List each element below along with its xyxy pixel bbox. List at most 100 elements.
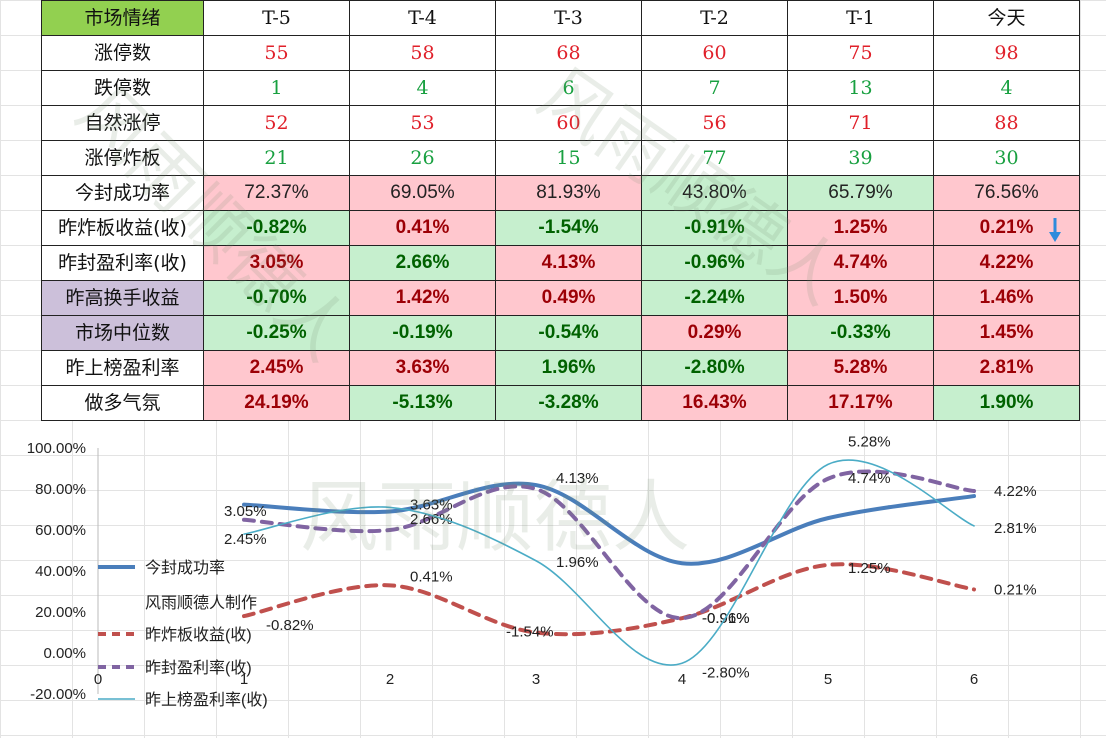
data-label: -0.82% [266, 617, 314, 634]
table-cell: 60 [495, 105, 642, 141]
table-cell: 1.45% [933, 315, 1080, 351]
table-cell: -2.24% [641, 280, 788, 316]
table-cell: 6 [495, 70, 642, 106]
table-row: 涨停数 55 58 68 60 75 98 [41, 35, 1080, 71]
table-cell: 15 [495, 140, 642, 176]
table-cell: -0.91% [641, 210, 788, 246]
table-cell: 1.42% [349, 280, 496, 316]
table-cell: 75 [787, 35, 934, 71]
table-cell: -3.28% [495, 385, 642, 421]
x-tick-label: 4 [678, 671, 686, 688]
table-cell: 24.19% [203, 385, 350, 421]
x-tick-label: 5 [824, 671, 832, 688]
series-line [243, 459, 975, 666]
table-cell: 1 [203, 70, 350, 106]
data-label: 1.25% [848, 560, 891, 577]
y-tick-label: 80.00% [35, 481, 86, 498]
data-label: 3.05% [224, 503, 267, 520]
table-cell: 4.74% [787, 245, 934, 281]
table-row: 市场中位数 -0.25% -0.19% -0.54% 0.29% -0.33% 1.45% [41, 315, 1080, 351]
y-tick-label: 20.00% [35, 604, 86, 621]
data-label: -1.54% [506, 624, 554, 641]
legend-label: 昨炸板收益(收) [145, 626, 252, 644]
table-cell: 77 [641, 140, 788, 176]
x-tick-label: 0 [94, 671, 102, 688]
header-day: T-5 [203, 0, 350, 36]
data-label: 0.21% [994, 581, 1037, 598]
y-tick-label: 60.00% [35, 522, 86, 539]
table-cell: -1.54% [495, 210, 642, 246]
table-row: 自然涨停 52 53 60 56 71 88 [41, 105, 1080, 141]
x-tick-label: 3 [532, 671, 540, 688]
table-row: 昨高换手收益 -0.70% 1.42% 0.49% -2.24% 1.50% 1.46% [41, 280, 1080, 316]
x-tick-label: 2 [386, 671, 394, 688]
table-cell: 39 [787, 140, 934, 176]
series-line [242, 469, 976, 621]
table-cell: 56 [641, 105, 788, 141]
table-cell: 55 [203, 35, 350, 71]
table-row: 昨封盈利率(收) 3.05% 2.66% 4.13% -0.96% 4.74% 4.22% [41, 245, 1080, 281]
legend-note: 风雨顺德人制作 [145, 594, 257, 612]
header-day: T-3 [495, 0, 642, 36]
row-label: 跌停数 [41, 70, 204, 106]
table-cell: -0.33% [787, 315, 934, 351]
header-day: T-2 [641, 0, 788, 36]
row-label: 涨停炸板 [41, 140, 204, 176]
table-cell: 1.90% [933, 385, 1080, 421]
row-label: 市场中位数 [41, 315, 204, 351]
legend-label: 昨上榜盈利率(收) [145, 691, 268, 709]
table-cell: 81.93% [495, 175, 642, 211]
series-line [242, 562, 976, 637]
data-label: 4.22% [994, 483, 1037, 500]
row-label: 昨炸板收益(收) [41, 210, 204, 246]
y-tick-label: 40.00% [35, 563, 86, 580]
table-cell: 3.63% [349, 350, 496, 386]
legend-label: 昨封盈利率(收) [145, 659, 252, 677]
data-label: 4.13% [556, 470, 599, 487]
table-cell: 2.81% [933, 350, 1080, 386]
down-arrow-icon [1049, 218, 1061, 242]
table-cell: 4.22% [933, 245, 1080, 281]
table-cell: 17.17% [787, 385, 934, 421]
header-day: T-4 [349, 0, 496, 36]
table-cell: 26 [349, 140, 496, 176]
header-day: T-1 [787, 0, 934, 36]
y-tick-label: 0.00% [43, 645, 86, 662]
market-sentiment-table: 市场情绪 T-5 T-4 T-3 T-2 T-1 今天 涨停数 55 58 68 60 75 98 跌停数 1… [41, 0, 1080, 421]
data-label: -2.80% [702, 664, 750, 681]
table-cell: 76.56% [933, 175, 1080, 211]
table-row: 跌停数 1 4 6 7 13 4 [41, 70, 1080, 106]
row-label: 自然涨停 [41, 105, 204, 141]
row-label: 昨高换手收益 [41, 280, 204, 316]
data-label: 1.96% [556, 554, 599, 571]
table-cell: 71 [787, 105, 934, 141]
table-cell: 1.46% [933, 280, 1080, 316]
table-cell: 58 [349, 35, 496, 71]
row-label: 涨停数 [41, 35, 204, 71]
data-label: 2.45% [224, 531, 267, 548]
table-cell: 1.96% [495, 350, 642, 386]
data-label: 5.28% [848, 433, 891, 450]
table-cell: 21 [203, 140, 350, 176]
table-cell: 30 [933, 140, 1080, 176]
table-cell: 43.80% [641, 175, 788, 211]
table-row: 昨上榜盈利率 2.45% 3.63% 1.96% -2.80% 5.28% 2.81% [41, 350, 1080, 386]
table-cell: 1.50% [787, 280, 934, 316]
table-cell: -0.25% [203, 315, 350, 351]
y-tick-label: -20.00% [30, 686, 86, 703]
table-cell: 13 [787, 70, 934, 106]
data-label: 2.81% [994, 520, 1037, 537]
header-day: 今天 [933, 0, 1080, 36]
row-label: 做多气氛 [41, 385, 204, 421]
table-cell: 68 [495, 35, 642, 71]
y-tick-label: 100.00% [27, 440, 86, 457]
table-row: 昨炸板收益(收) -0.82% 0.41% -1.54% -0.91% 1.25% 0.21… [41, 210, 1080, 246]
table-cell: 3.05% [203, 245, 350, 281]
table-cell: 1.25% [787, 210, 934, 246]
table-cell: -0.70% [203, 280, 350, 316]
row-label: 昨封盈利率(收) [41, 245, 204, 281]
table-cell: 0.41% [349, 210, 496, 246]
data-label: 3.63% [410, 496, 453, 513]
data-label: 2.66% [410, 511, 453, 528]
table-cell: 65.79% [787, 175, 934, 211]
